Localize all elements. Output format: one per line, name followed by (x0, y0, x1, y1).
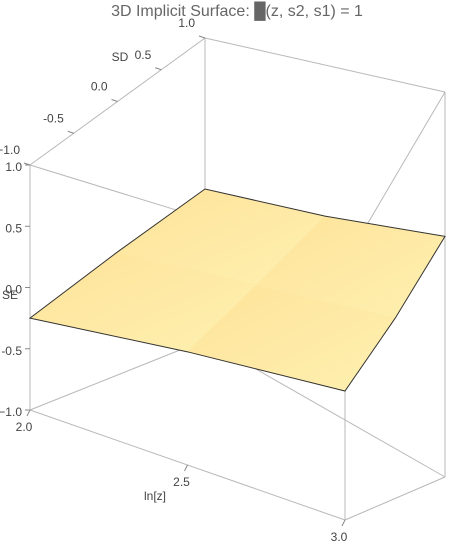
x-axis-label: ln[z] (144, 489, 166, 503)
y-tick (198, 35, 206, 39)
y-axis-label: SD (112, 50, 129, 64)
surface-outline (28, 188, 446, 392)
z-tick-label: −1.0 (0, 405, 22, 419)
x-tick (184, 464, 188, 472)
y-tick-label: −1.0 (0, 143, 20, 157)
box-edge (204, 37, 446, 93)
x-tick-label: 2.0 (16, 420, 33, 434)
x-tick (341, 519, 346, 527)
x-tick (26, 409, 31, 417)
z-axis-label: SE (2, 288, 18, 302)
x-tick-label: 3.0 (331, 530, 348, 544)
y-tick (67, 130, 74, 134)
y-tick-label: 0.0 (91, 80, 108, 94)
z-tick-label: 0.5 (5, 221, 22, 235)
y-tick (155, 67, 162, 71)
y-tick-label: 0.5 (135, 48, 152, 62)
y-tick-label: -0.5 (43, 111, 64, 125)
chart-title: 3D Implicit Surface: █(z, s2, s1) = 1 (111, 1, 363, 21)
z-tick-label: -0.5 (1, 344, 22, 358)
x-tick-label: 2.5 (173, 475, 190, 489)
z-tick-label: 0.0 (5, 283, 22, 297)
box-edge (29, 339, 206, 411)
z-tick-label: 1.0 (5, 160, 22, 174)
box-edge (344, 476, 446, 521)
y-tick-label: 1.0 (178, 16, 195, 30)
y-tick (111, 99, 118, 102)
